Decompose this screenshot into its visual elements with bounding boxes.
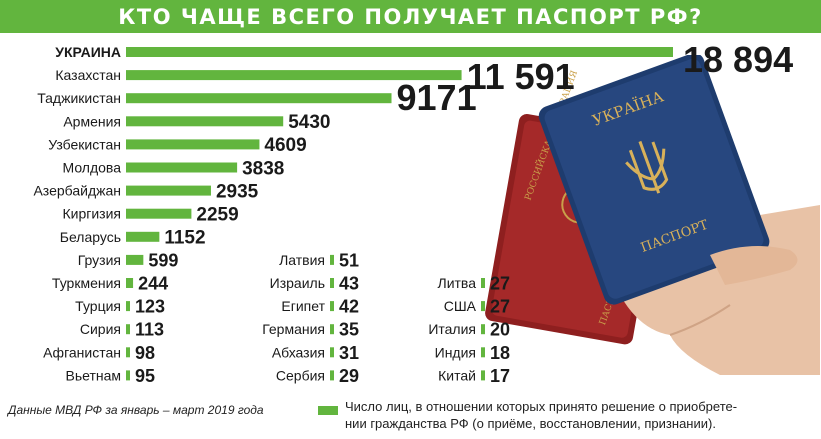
passport-photo: РОССИЙСКАЯ ФЕДЕРАЦИЯ ПАСПОРТ УКРАЇНА ПАС… [485, 55, 820, 375]
value-label: 11 591 [467, 56, 575, 97]
category-label: Китай [438, 367, 476, 383]
value-label: 42 [339, 297, 359, 317]
category-label: Грузия [78, 252, 121, 268]
header-banner: КТО ЧАЩЕ ВСЕГО ПОЛУЧАЕТ ПАСПОРТ РФ? [0, 0, 821, 33]
legend-line: Число лиц, в отношении которых принято р… [345, 399, 738, 414]
chart-title: КТО ЧАЩЕ ВСЕГО ПОЛУЧАЕТ ПАСПОРТ РФ? [118, 4, 703, 29]
bar [330, 324, 334, 335]
category-label: Казахстан [55, 67, 121, 83]
thumb [710, 246, 798, 285]
bar [481, 370, 485, 381]
bar [330, 370, 334, 381]
category-label: Литва [438, 275, 477, 291]
value-label: 599 [148, 250, 178, 270]
category-label: США [444, 298, 477, 314]
category-label: Узбекистан [48, 136, 121, 152]
value-label: 51 [339, 250, 359, 270]
bar [126, 324, 130, 335]
value-label: 98 [135, 343, 155, 363]
category-label: Абхазия [272, 344, 325, 360]
value-label: 18 894 [683, 39, 793, 80]
value-label: 4609 [264, 135, 306, 156]
value-label: 244 [138, 273, 168, 293]
bar [126, 116, 284, 127]
value-label: 2935 [216, 181, 259, 202]
bar [330, 347, 334, 358]
category-label: Сирия [80, 321, 121, 337]
value-label: 18 [490, 343, 510, 363]
category-label: Афганистан [43, 344, 121, 360]
legend-line: нии гражданства РФ (о приёме, восстановл… [345, 416, 716, 431]
legend-swatch [318, 406, 338, 415]
value-label: 20 [490, 320, 510, 340]
category-label: Израиль [270, 275, 325, 291]
bar [126, 208, 192, 219]
category-label: Беларусь [60, 229, 121, 245]
value-label: 2259 [196, 205, 238, 226]
bar [481, 324, 485, 335]
value-label: 5430 [288, 112, 330, 133]
value-label: 113 [135, 320, 164, 340]
bar [481, 278, 485, 288]
bar [126, 70, 462, 81]
bar [126, 231, 160, 242]
bar [126, 47, 673, 57]
bar [126, 301, 130, 312]
category-label: Таджикистан [37, 90, 121, 106]
category-label: Италия [428, 321, 476, 337]
value-label: 31 [339, 343, 359, 363]
value-label: 27 [490, 297, 510, 317]
value-label: 9171 [397, 77, 477, 118]
category-label: Армения [63, 113, 121, 129]
category-label: Киргизия [62, 206, 121, 222]
bar [126, 185, 211, 196]
value-label: 29 [339, 366, 359, 386]
bar [481, 347, 485, 358]
value-label: 27 [490, 273, 510, 293]
bar [126, 347, 130, 358]
value-label: 3838 [242, 158, 284, 179]
bar [481, 301, 485, 312]
category-label: Сербия [276, 367, 325, 383]
category-label: Турция [75, 298, 121, 314]
bar [330, 301, 334, 312]
category-label: Германия [262, 321, 325, 337]
value-label: 123 [135, 297, 165, 317]
category-label: Молдова [63, 160, 122, 176]
value-label: 1152 [164, 228, 205, 249]
category-label: Вьетнам [65, 367, 121, 383]
category-label: Индия [435, 344, 476, 360]
trident-icon [625, 140, 669, 194]
bar [330, 254, 334, 265]
ukrainian-passport: УКРАЇНА ПАСПОРТ [538, 55, 770, 305]
bar [126, 162, 238, 173]
category-label: Туркмения [52, 275, 121, 291]
bar [330, 278, 334, 288]
category-label: Азербайджан [33, 183, 121, 199]
bar [126, 93, 392, 104]
bar [126, 278, 134, 288]
legend-text: Число лиц, в отношении которых принято р… [345, 398, 815, 432]
source-note: Данные МВД РФ за январь – март 2019 года [8, 403, 264, 417]
value-label: 43 [339, 273, 359, 293]
category-label: Египет [281, 298, 325, 314]
bar [126, 370, 130, 381]
value-label: 35 [339, 320, 359, 340]
value-label: 17 [490, 366, 510, 386]
bar-chart: УКРАИНА 18 894 Казахстан 11 591 Таджикистан 9… [33, 39, 793, 386]
category-label: Латвия [279, 252, 325, 268]
bar [126, 139, 260, 150]
value-label: 95 [135, 366, 155, 386]
bar [126, 254, 144, 265]
category-label: УКРАИНА [55, 44, 121, 60]
